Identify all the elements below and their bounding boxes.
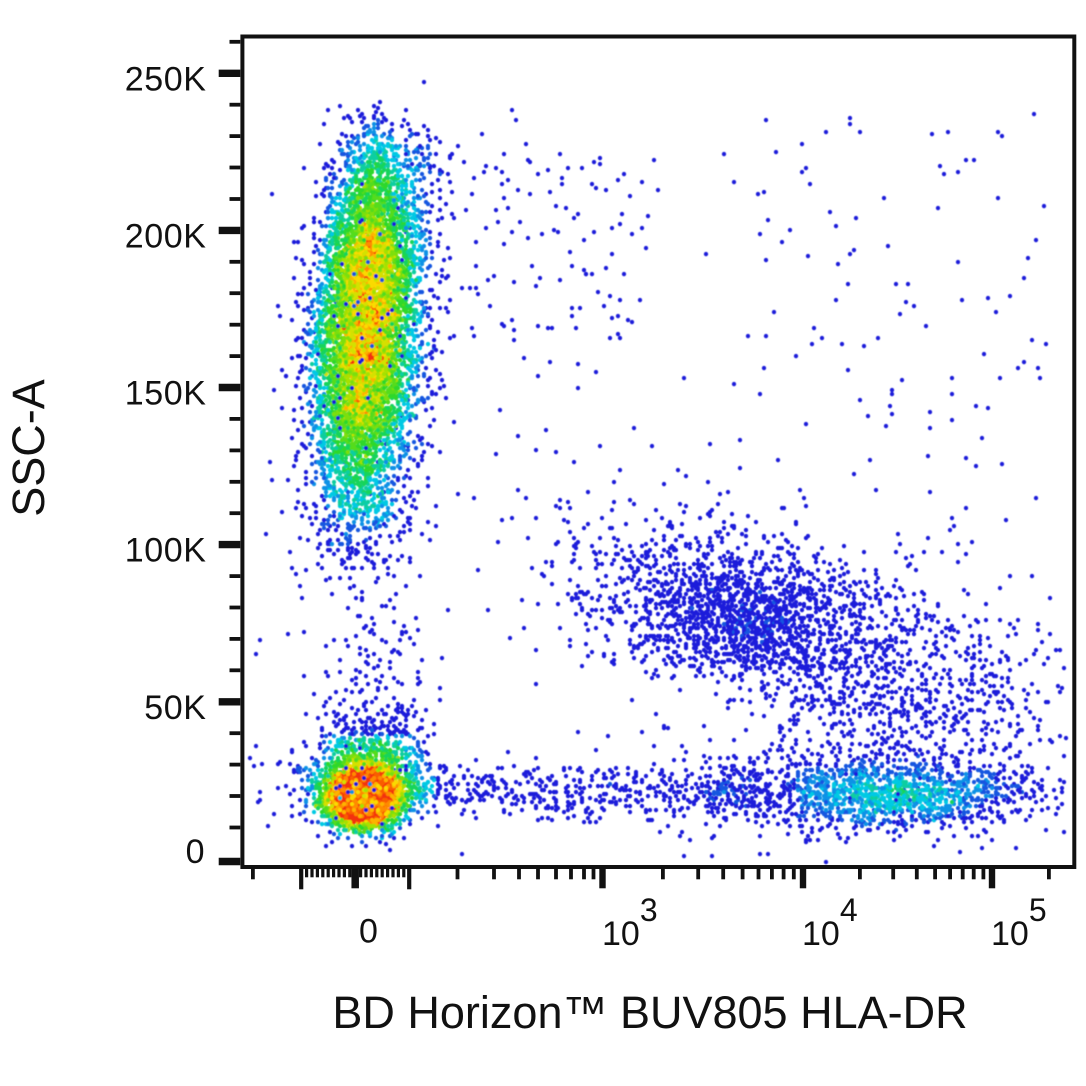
svg-text:100K: 100K	[125, 532, 207, 570]
svg-text:250K: 250K	[125, 60, 207, 98]
svg-text:SSC-A: SSC-A	[3, 379, 54, 517]
svg-text:150K: 150K	[125, 375, 207, 413]
svg-text:200K: 200K	[125, 217, 207, 255]
svg-text:0: 0	[186, 833, 205, 871]
svg-text:BD Horizon™ BUV805 HLA-DR: BD Horizon™ BUV805 HLA-DR	[332, 987, 967, 1038]
svg-text:50K: 50K	[144, 689, 206, 727]
svg-text:0: 0	[359, 913, 378, 951]
